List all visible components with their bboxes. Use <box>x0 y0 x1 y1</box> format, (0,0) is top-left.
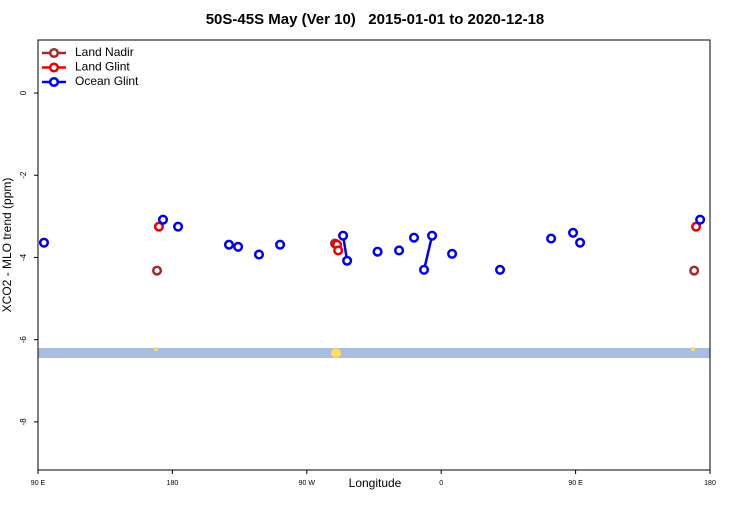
data-point <box>394 245 405 256</box>
marker-dot <box>154 347 158 351</box>
y-tick-label: 0 <box>19 90 28 95</box>
data-point <box>151 265 163 276</box>
data-point <box>427 230 438 241</box>
legend-label: Land Nadir <box>75 45 134 59</box>
marker-dot <box>331 348 341 358</box>
coverage-band <box>38 348 710 358</box>
data-point <box>157 214 169 225</box>
y-tick-label: -6 <box>19 336 28 344</box>
data-point <box>691 221 702 232</box>
legend-marker <box>48 62 60 73</box>
data-point <box>333 245 344 256</box>
legend-label: Ocean Glint <box>75 74 139 88</box>
data-point <box>418 264 430 275</box>
data-point <box>223 239 235 250</box>
marker-dot <box>691 347 695 351</box>
data-point <box>275 239 286 250</box>
legend-marker <box>48 47 60 59</box>
data-point <box>153 221 165 232</box>
data-point <box>695 214 706 225</box>
x-tick-label: 90 E <box>568 480 583 487</box>
x-axis-label: Longitude <box>349 476 402 490</box>
plot-frame <box>37 39 711 471</box>
x-tick-label: 180 <box>704 480 716 487</box>
y-tick-label: -2 <box>19 171 28 179</box>
data-point <box>372 246 383 257</box>
y-tick-label: -4 <box>19 253 28 261</box>
data-point <box>575 237 586 248</box>
data-point <box>173 221 184 232</box>
data-point <box>568 227 579 238</box>
data-point <box>342 255 353 266</box>
data-point <box>338 230 349 241</box>
y-tick-label: -8 <box>19 418 28 426</box>
data-point <box>447 248 458 259</box>
x-tick-label: 0 <box>439 480 443 487</box>
legend-label: Land Glint <box>75 60 130 74</box>
data-point <box>546 233 557 244</box>
y-axis-label: XCO2 - MLO trend (ppm) <box>0 178 14 313</box>
legend-marker <box>48 76 60 88</box>
series-line <box>343 220 700 270</box>
data-point <box>38 237 50 248</box>
data-point <box>689 265 700 276</box>
x-tick-label: 90 E <box>31 480 46 487</box>
x-tick-label: 180 <box>167 480 179 487</box>
data-point <box>233 241 244 252</box>
chart-title: 50S-45S May (Ver 10) 2015-01-01 to 2020-… <box>206 11 545 28</box>
data-point <box>494 264 506 275</box>
x-tick-label: 90 W <box>299 480 316 487</box>
data-point <box>408 232 420 243</box>
series-line <box>337 227 696 251</box>
data-point <box>253 249 265 260</box>
